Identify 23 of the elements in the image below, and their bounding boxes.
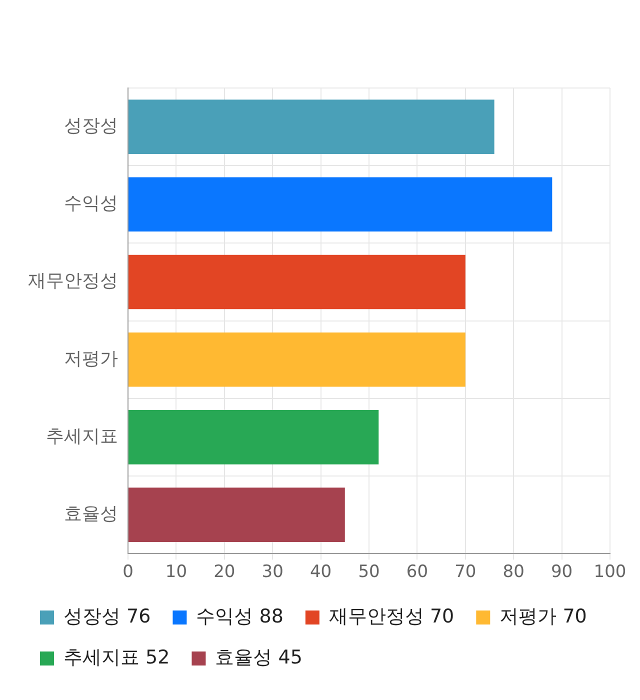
- legend-label: 수익성 88: [196, 605, 284, 628]
- y-tick-label: 재무안정성: [28, 270, 118, 292]
- legend-label: 추세지표 52: [64, 646, 170, 668]
- legend-label: 저평가 70: [500, 605, 587, 628]
- legend-label: 효율성 45: [215, 646, 302, 668]
- x-tick-label: 10: [165, 562, 188, 582]
- y-tick-label: 성장성: [64, 115, 118, 136]
- y-tick-label: 저평가: [64, 348, 118, 370]
- legend-label: 재무안정성 70: [328, 605, 454, 628]
- y-tick-label: 효율성: [64, 503, 118, 524]
- x-tick-label: 20: [214, 562, 236, 582]
- x-tick-label: 40: [310, 562, 332, 582]
- x-tick-label: 0: [122, 562, 134, 582]
- x-tick-label: 60: [406, 562, 428, 582]
- x-tick-label: 50: [358, 562, 380, 582]
- legend-label: 성장성 76: [64, 605, 151, 628]
- y-tick-label: 수익성: [64, 193, 118, 214]
- x-tick-label: 80: [502, 562, 524, 582]
- x-tick-label: 90: [550, 562, 573, 582]
- x-tick-label: 70: [454, 562, 476, 582]
- y-tick-label: 추세지표: [46, 426, 118, 447]
- x-tick-label: 100: [594, 562, 626, 582]
- x-tick-label: 30: [262, 562, 284, 582]
